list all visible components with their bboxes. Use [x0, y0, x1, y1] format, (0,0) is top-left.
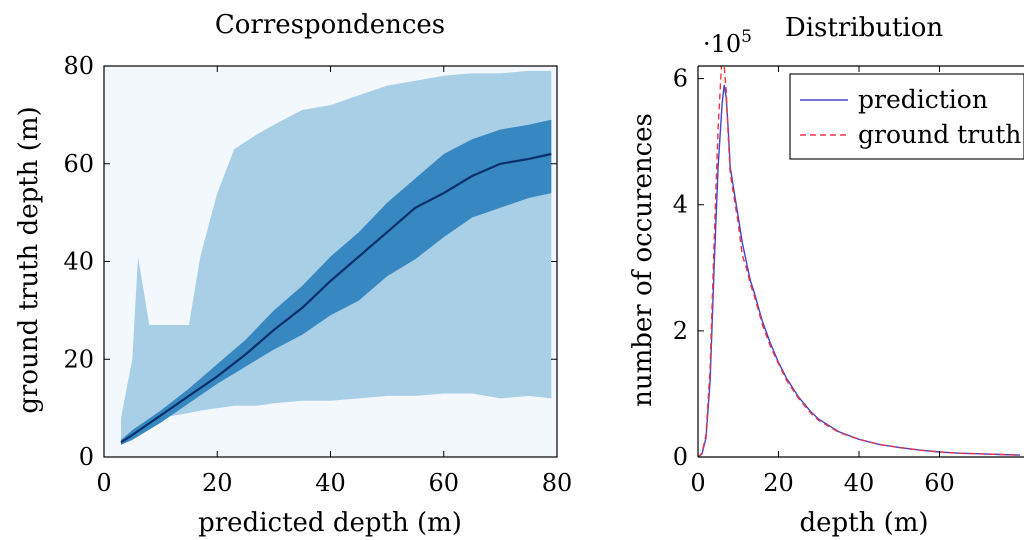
legend-label-ground-truth: ground truth: [858, 120, 1021, 149]
right-x-tick-label: 20: [763, 469, 794, 497]
left-x-tick-label: 60: [428, 469, 459, 497]
y-multiplier-base: ·10: [703, 30, 741, 58]
distribution-series-group: [698, 66, 1021, 457]
legend: prediction ground truth: [789, 73, 1024, 160]
left-chart-title: Correspondences: [215, 10, 445, 40]
right-y-tick-label: 0: [673, 443, 688, 471]
heatmap-median-line: [120, 152, 552, 444]
right-x-tick-label: 60: [924, 469, 955, 497]
correspondences-chart: Correspondences 0 20 40 60 80 0 20 40 60 80 predi…: [14, 10, 572, 538]
left-axis-ticks: 0 20 40 60 80 0 20 40 60 80: [63, 52, 572, 497]
left-x-tick-label: 80: [542, 469, 573, 497]
left-x-tick-label: 20: [202, 469, 233, 497]
right-axis-ticks: 0 20 40 60 0 2 4 6: [673, 65, 955, 497]
heatmap-band-inner: [121, 119, 552, 445]
left-y-tick-label: 80: [63, 52, 94, 80]
right-chart-title: Distribution: [785, 13, 944, 43]
legend-label-prediction: prediction: [858, 85, 988, 114]
right-plot-area: [697, 65, 1024, 458]
right-x-axis-label: depth (m): [799, 508, 928, 538]
left-x-axis-label: predicted depth (m): [198, 508, 462, 538]
right-x-tick-label: 0: [690, 469, 705, 497]
left-plot-area: [103, 65, 558, 458]
right-x-tick-label: 40: [844, 469, 875, 497]
left-y-axis-label: ground truth depth (m): [14, 106, 44, 413]
left-x-tick-label: 0: [96, 469, 111, 497]
left-y-tick-label: 40: [63, 248, 94, 276]
left-y-tick-label: 0: [79, 443, 94, 471]
legend-box: [789, 73, 1024, 160]
left-y-tick-label: 20: [63, 345, 94, 373]
right-y-axis-label: number of occurences: [628, 113, 658, 407]
svg-text:·105: ·105: [703, 27, 752, 58]
left-y-tick-label: 60: [63, 150, 94, 178]
right-y-tick-label: 2: [673, 317, 688, 345]
right-y-tick-label: 4: [673, 191, 688, 219]
y-multiplier-label: ·105: [703, 27, 752, 58]
left-x-tick-label: 40: [315, 469, 346, 497]
y-multiplier-exponent: 5: [741, 27, 752, 47]
right-y-tick-label: 6: [673, 65, 688, 93]
series-line-prediction: [698, 84, 1021, 457]
